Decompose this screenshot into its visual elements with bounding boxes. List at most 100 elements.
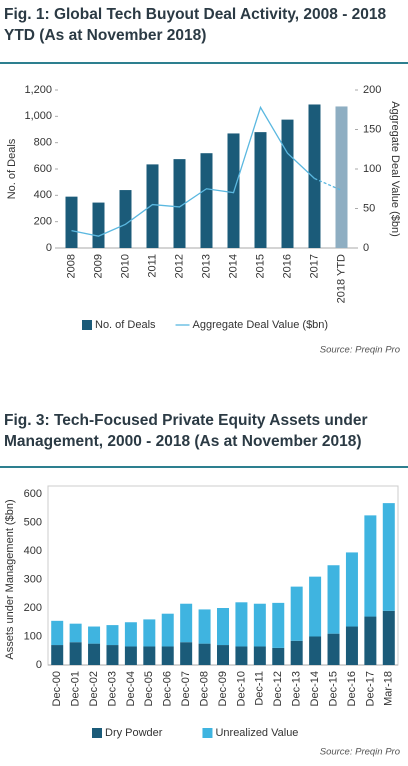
bar-segment <box>51 645 64 665</box>
x-tick-label: Dec-02 <box>88 671 100 706</box>
source-note: Source: Preqin Pro <box>320 345 400 356</box>
x-tick-label: Dec-10 <box>235 671 247 706</box>
x-tick-label: 2017 <box>308 254 320 278</box>
bar-segment <box>106 625 119 646</box>
bar-segment <box>309 636 322 665</box>
bar-segment <box>161 646 174 665</box>
x-tick-label: Dec-05 <box>143 671 155 706</box>
x-tick-label: Dec-04 <box>125 671 137 706</box>
y-tick-label: 400 <box>24 545 42 557</box>
bar <box>335 106 348 248</box>
y-tick-label: 600 <box>34 163 52 175</box>
bar <box>200 153 213 248</box>
bar <box>146 164 159 248</box>
x-tick-label: Dec-14 <box>309 671 321 706</box>
x-tick-label: Dec-17 <box>364 671 376 706</box>
bar-segment <box>235 646 248 665</box>
bar-segment <box>345 552 358 627</box>
bar-segment <box>364 515 377 617</box>
bar-segment <box>143 619 156 647</box>
legend-label: No. of Deals <box>95 319 156 331</box>
x-tick-label: Dec-06 <box>162 671 174 706</box>
bar-segment <box>272 602 285 648</box>
bar-segment <box>290 640 303 665</box>
bar-segment <box>290 586 303 641</box>
y2-axis-title: Aggregate Deal Value ($bn) <box>389 101 401 237</box>
bar-segment <box>198 609 211 644</box>
x-tick-label: Dec-12 <box>272 671 284 706</box>
x-tick-label: Dec-07 <box>180 671 192 706</box>
y-tick-label: 0 <box>46 242 52 254</box>
bar-segment <box>198 643 211 665</box>
title-rule <box>0 466 408 468</box>
bar-segment <box>88 626 101 644</box>
y2-tick-label: 100 <box>363 163 381 175</box>
x-tick-label: Dec-11 <box>254 671 266 706</box>
x-tick-label: Dec-00 <box>51 671 63 706</box>
x-tick-label: Dec-01 <box>70 671 82 706</box>
bar-segment <box>382 610 395 665</box>
bar-segment <box>180 642 193 665</box>
x-tick-label: 2012 <box>173 254 185 278</box>
x-tick-label: Dec-13 <box>291 671 303 706</box>
y-tick-label: 600 <box>24 488 42 500</box>
x-tick-label: Mar-18 <box>383 671 395 706</box>
chart-title: Fig. 1: Global Tech Buyout Deal Activity… <box>4 6 387 44</box>
line <box>71 105 315 237</box>
bar-segment <box>253 646 266 665</box>
x-tick-label: 2008 <box>65 254 77 278</box>
x-tick-label: 2010 <box>119 254 131 278</box>
bar-segment <box>143 646 156 665</box>
chart-title: Fig. 3: Tech-Focused Private Equity Asse… <box>4 412 368 450</box>
x-tick-label: Dec-03 <box>106 671 118 706</box>
x-tick-label: 2013 <box>200 254 212 278</box>
x-tick-label: 2016 <box>281 254 293 278</box>
x-tick-label: Dec-09 <box>217 671 229 706</box>
x-tick-label: 2009 <box>92 254 104 278</box>
legend-label: Unrealized Value <box>215 727 298 739</box>
y-tick-label: 200 <box>34 216 52 228</box>
bar <box>119 190 132 248</box>
bar-segment <box>309 576 322 637</box>
y2-tick-label: 50 <box>363 202 375 214</box>
x-tick-label: Dec-16 <box>346 671 358 706</box>
bar-segment <box>272 647 285 665</box>
bar-segment <box>180 603 193 643</box>
y2-tick-label: 150 <box>363 123 381 135</box>
bar-segment <box>253 603 266 647</box>
bar-segment <box>382 503 395 611</box>
bar <box>92 202 105 248</box>
y-tick-label: 0 <box>36 659 42 671</box>
title-rule <box>0 62 408 64</box>
bar-segment <box>235 602 248 647</box>
source-note: Source: Preqin Pro <box>320 747 400 758</box>
x-tick-label: 2018 YTD <box>335 254 347 303</box>
bar-segment <box>88 643 101 665</box>
bar-segment <box>161 613 174 647</box>
bar-segment <box>345 626 358 665</box>
bar-segment <box>364 616 377 665</box>
x-tick-label: Dec-15 <box>327 671 339 706</box>
y-tick-label: 400 <box>34 189 52 201</box>
y-tick-label: 1,200 <box>24 84 52 96</box>
y-tick-label: 800 <box>34 137 52 149</box>
y-axis-title: No. of Deals <box>6 138 18 199</box>
legend-swatch <box>92 728 102 738</box>
y-tick-label: 200 <box>24 602 42 614</box>
legend-swatch <box>82 320 92 330</box>
bar-segment <box>124 646 137 665</box>
bar <box>308 104 321 248</box>
bar-segment <box>327 633 340 665</box>
bar-segment <box>124 622 137 647</box>
bar-segment <box>69 623 82 643</box>
legend-swatch <box>202 728 213 738</box>
bar <box>254 132 267 248</box>
x-tick-label: 2011 <box>146 254 158 278</box>
bar <box>173 159 186 248</box>
bar <box>281 119 294 248</box>
bar-segment <box>51 620 64 646</box>
x-tick-label: 2015 <box>254 254 266 278</box>
legend-label: Dry Powder <box>105 727 163 739</box>
